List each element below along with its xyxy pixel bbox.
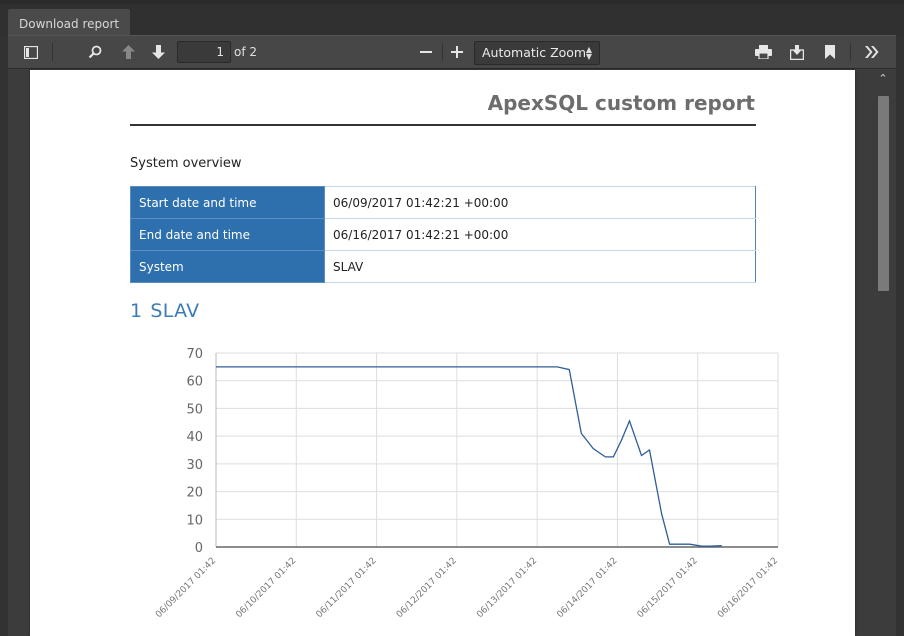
next-page-icon[interactable] <box>148 40 168 64</box>
overview-label: System overview <box>130 156 242 171</box>
sidebar-toggle-icon[interactable] <box>20 40 42 64</box>
overview-key: Start date and time <box>130 186 325 219</box>
tools-menu-icon[interactable] <box>861 40 883 64</box>
y-tick-label: 50 <box>186 402 203 417</box>
viewer-toolbar: 1 of 2 Automatic Zoom ▲ ▼ <box>8 35 896 69</box>
overview-key: End date and time <box>130 218 325 251</box>
x-tick-label: 06/09/2017 01:42 <box>154 556 218 620</box>
line-chart: 0 10 20 30 40 50 60 70 06/09/2017 01:42 06/10/201… <box>154 347 780 620</box>
overview-value: 06/09/2017 01:42:21 +00:00 <box>324 186 756 219</box>
document-area: ApexSQL custom report System overview St… <box>8 70 896 636</box>
x-tick-label: 06/16/2017 01:42 <box>716 556 780 620</box>
overview-value: SLAV <box>324 250 756 283</box>
y-tick-label: 0 <box>195 541 203 556</box>
report-title: ApexSQL custom report <box>487 91 755 115</box>
toolbar-separator <box>52 43 53 61</box>
y-tick-label: 60 <box>186 375 203 390</box>
y-tick-label: 30 <box>186 458 203 473</box>
bookmark-icon[interactable] <box>820 40 840 64</box>
x-tick-label: 06/12/2017 01:42 <box>395 556 459 620</box>
page-count-label: of 2 <box>234 45 258 59</box>
x-tick-label: 06/11/2017 01:42 <box>315 556 379 620</box>
x-tick-label: 06/10/2017 01:42 <box>234 556 298 620</box>
title-divider <box>130 124 756 126</box>
zoom-in-icon[interactable] <box>447 40 467 64</box>
zoom-select-value: Automatic Zoom <box>482 45 587 60</box>
tab-bar: Download report <box>0 0 904 39</box>
tab-download-report[interactable]: Download report <box>8 9 131 39</box>
scroll-up-arrow-icon[interactable]: ⌃ <box>878 72 888 85</box>
pdf-viewer: 1 of 2 Automatic Zoom ▲ ▼ ApexSQL custom … <box>8 35 896 636</box>
vertical-scrollbar[interactable]: ⌃ <box>876 70 890 636</box>
overview-value: 06/16/2017 01:42:21 +00:00 <box>324 218 756 251</box>
x-tick-label: 06/14/2017 01:42 <box>555 556 619 620</box>
table-row: System SLAV <box>130 250 756 283</box>
overview-table: Start date and time 06/09/2017 01:42:21 … <box>130 186 756 283</box>
x-tick-label: 06/13/2017 01:42 <box>475 556 539 620</box>
series-line <box>216 366 722 547</box>
y-tick-label: 10 <box>186 513 203 528</box>
zoom-select[interactable]: Automatic Zoom ▲ ▼ <box>474 41 600 65</box>
table-row: End date and time 06/16/2017 01:42:21 +0… <box>130 218 756 251</box>
select-arrows-icon: ▲ ▼ <box>585 45 593 61</box>
table-row: Start date and time 06/09/2017 01:42:21 … <box>130 186 756 219</box>
overview-key: System <box>130 250 325 283</box>
scroll-thumb[interactable] <box>878 96 889 291</box>
print-icon[interactable] <box>752 40 774 64</box>
y-tick-label: 40 <box>186 430 203 445</box>
search-icon[interactable] <box>84 40 106 64</box>
download-icon[interactable] <box>786 40 808 64</box>
previous-page-icon[interactable] <box>118 40 138 64</box>
section-number: 1 <box>130 300 143 322</box>
toolbar-separator <box>850 43 851 61</box>
toolbar-separator <box>442 43 443 61</box>
zoom-out-icon[interactable] <box>416 40 436 64</box>
page-number-input[interactable]: 1 <box>177 41 231 63</box>
y-tick-label: 70 <box>186 347 203 362</box>
y-tick-label: 20 <box>186 486 203 501</box>
x-tick-label: 06/15/2017 01:42 <box>636 556 700 620</box>
section-heading: 1 SLAV <box>130 300 199 322</box>
section-title: SLAV <box>150 300 200 322</box>
pdf-page: ApexSQL custom report System overview St… <box>30 70 855 636</box>
